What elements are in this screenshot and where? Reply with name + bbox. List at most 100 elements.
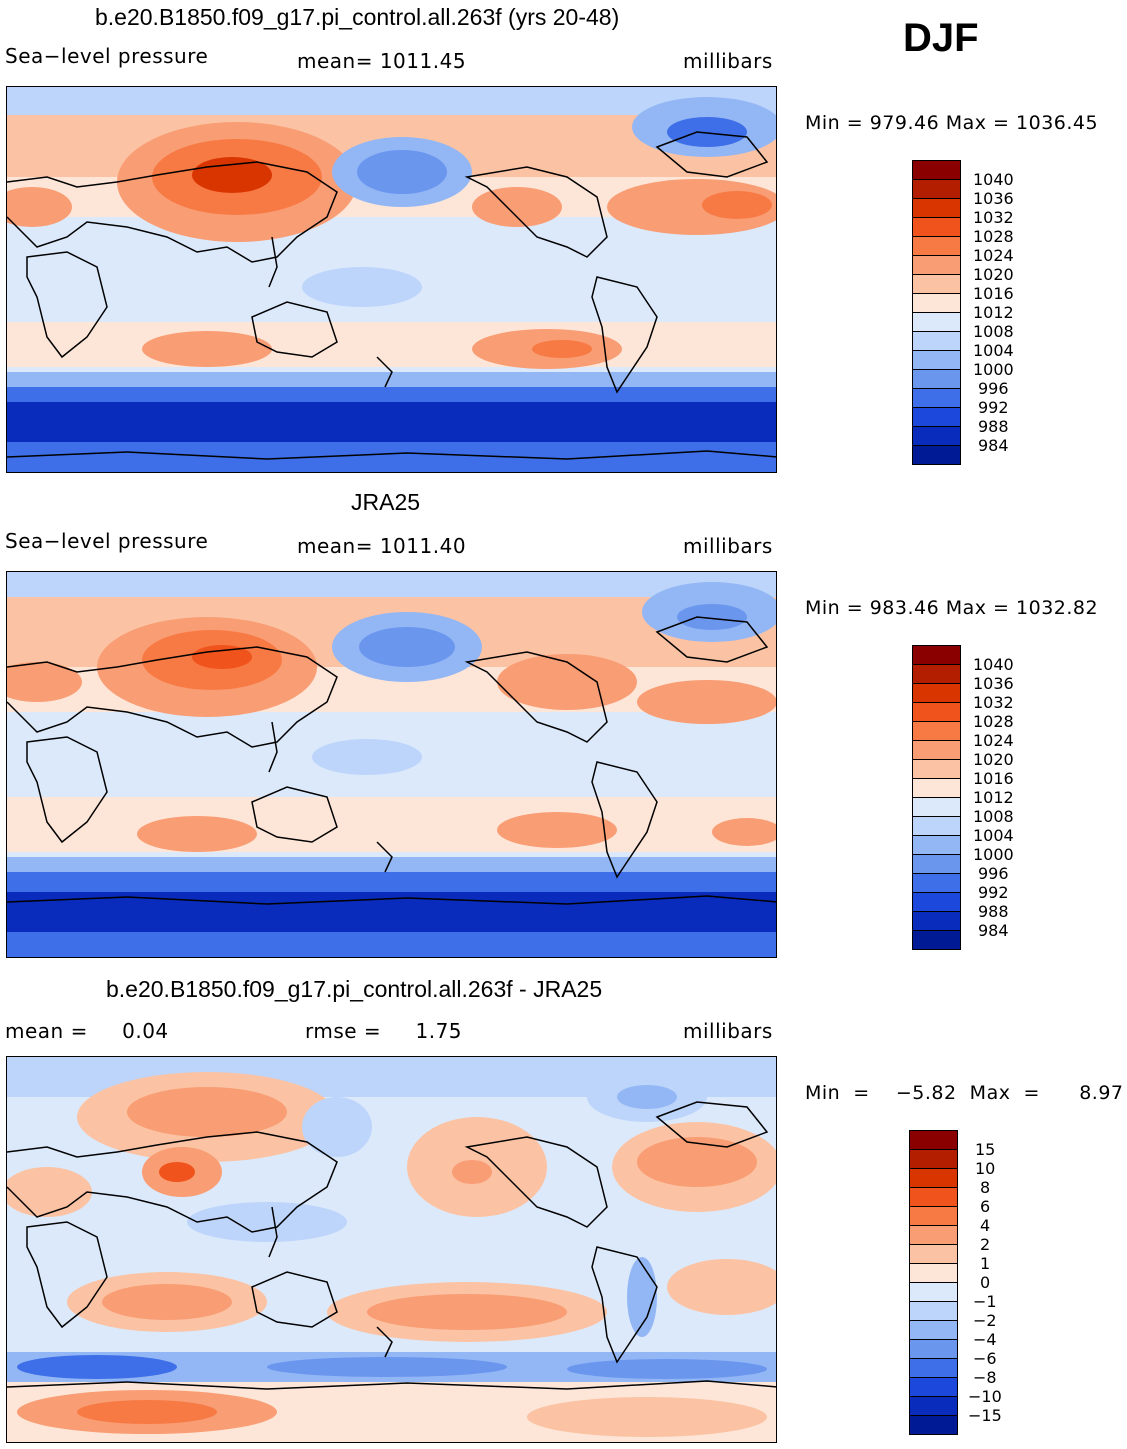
colorbar-swatch: [912, 873, 961, 893]
panel-1-map: [6, 86, 777, 473]
cb2-label: 996: [978, 864, 1009, 883]
cb1-label: 1024: [973, 246, 1014, 265]
colorbar-swatch: [912, 198, 961, 218]
colorbar-swatch: [912, 645, 961, 665]
colorbar-swatch: [909, 1244, 958, 1264]
cb1-label: 1012: [973, 303, 1014, 322]
cb1-label: 1020: [973, 265, 1014, 284]
cb3-label: −8: [973, 1368, 997, 1387]
colorbar-swatch: [912, 179, 961, 199]
colorbar-swatch: [909, 1339, 958, 1359]
cb3-label: −1: [973, 1292, 997, 1311]
cb1-label: 1016: [973, 284, 1014, 303]
pressure-field: [7, 572, 776, 957]
cb3-label: 1: [980, 1254, 991, 1273]
panel-2-colorbar: [912, 645, 962, 950]
cb2-label: 992: [978, 883, 1009, 902]
colorbar-swatch: [912, 445, 961, 465]
colorbar-swatch: [912, 911, 961, 931]
colorbar-swatch: [909, 1225, 958, 1245]
pressure-field: [7, 87, 776, 472]
cb3-label: 2: [980, 1235, 991, 1254]
cb2-label: 1020: [973, 750, 1014, 769]
cb3-label: 10: [975, 1159, 996, 1178]
colorbar-swatch: [909, 1282, 958, 1302]
colorbar-swatch: [909, 1263, 958, 1283]
colorbar-swatch: [912, 426, 961, 446]
cb3-label: −6: [973, 1349, 997, 1368]
colorbar-swatch: [912, 892, 961, 912]
panel-2-colorbar-labels: 1040 1036 1032 1028 1024 1020 1016 1012 …: [973, 655, 1033, 955]
colorbar-swatch: [912, 369, 961, 389]
coastlines: [7, 1101, 776, 1390]
colorbar-swatch: [912, 702, 961, 722]
cb3-label: −15: [968, 1406, 1002, 1425]
panel-2-mean: mean= 1011.40: [297, 534, 467, 558]
colorbar-swatch: [909, 1206, 958, 1226]
colorbar-swatch: [912, 721, 961, 741]
cb2-label: 1008: [973, 807, 1014, 826]
colorbar-swatch: [912, 664, 961, 684]
panel-3-units: millibars: [683, 1019, 773, 1043]
panel-3-colorbar-labels: 15 10 8 6 4 2 1 0 −1 −2 −4 −6 −8 −10 −15: [968, 1140, 1033, 1440]
colorbar-swatch: [912, 388, 961, 408]
colorbar-swatch: [912, 407, 961, 427]
panel-3-minmax: Min = −5.82 Max = 8.97: [805, 1082, 1124, 1104]
panel-1-minmax: Min = 979.46 Max = 1036.45: [805, 112, 1099, 134]
panel-3-colorbar: [909, 1130, 959, 1435]
panel-1-units: millibars: [683, 49, 773, 73]
colorbar-swatch: [912, 236, 961, 256]
cb1-label: 996: [978, 379, 1009, 398]
colorbar-swatch: [912, 683, 961, 703]
panel-1-title: b.e20.B1850.f09_g17.pi_control.all.263f …: [95, 4, 620, 30]
panel-2-units: millibars: [683, 534, 773, 558]
panel-3-map: [6, 1056, 777, 1443]
colorbar-swatch: [909, 1187, 958, 1207]
colorbar-swatch: [909, 1415, 958, 1435]
colorbar-swatch: [912, 293, 961, 313]
cb2-label: 1016: [973, 769, 1014, 788]
colorbar-swatch: [912, 930, 961, 950]
season-label: DJF: [903, 16, 979, 60]
colorbar-swatch: [909, 1301, 958, 1321]
cb2-label: 984: [978, 921, 1009, 940]
colorbar-swatch: [912, 740, 961, 760]
panel-3-title: b.e20.B1850.f09_g17.pi_control.all.263f …: [106, 976, 603, 1002]
panel-1-colorbar-labels: 1040 1036 1032 1028 1024 1020 1016 1012 …: [973, 170, 1033, 470]
cb3-label: 0: [980, 1273, 991, 1292]
cb1-label: 1028: [973, 227, 1014, 246]
colorbar-swatch: [912, 274, 961, 294]
cb3-label: −10: [968, 1387, 1002, 1406]
cb1-label: 1036: [973, 189, 1014, 208]
panel-2-variable: Sea−level pressure: [5, 529, 209, 553]
cb1-label: 984: [978, 436, 1009, 455]
colorbar-swatch: [909, 1396, 958, 1416]
panel-2-title: JRA25: [351, 489, 421, 515]
colorbar-swatch: [912, 312, 961, 332]
colorbar-swatch: [909, 1130, 958, 1150]
panel-1-mean: mean= 1011.45: [297, 49, 467, 73]
colorbar-swatch: [912, 854, 961, 874]
cb2-label: 1000: [973, 845, 1014, 864]
cb2-label: 988: [978, 902, 1009, 921]
colorbar-swatch: [912, 331, 961, 351]
colorbar-swatch: [912, 350, 961, 370]
colorbar-swatch: [909, 1377, 958, 1397]
cb1-label: 1040: [973, 170, 1014, 189]
cb2-label: 1012: [973, 788, 1014, 807]
cb2-label: 1040: [973, 655, 1014, 674]
cb3-label: 6: [980, 1197, 991, 1216]
panel-2-map: [6, 571, 777, 958]
colorbar-swatch: [909, 1149, 958, 1169]
panel-1-colorbar: [912, 160, 962, 465]
colorbar-swatch: [909, 1358, 958, 1378]
panel-3-rmse: rmse = 1.75: [305, 1019, 463, 1043]
cb3-label: −4: [973, 1330, 997, 1349]
panel-1-variable: Sea−level pressure: [5, 44, 209, 68]
cb1-label: 1008: [973, 322, 1014, 341]
coastlines: [7, 131, 776, 460]
difference-field: [7, 1057, 776, 1442]
cb1-label: 1032: [973, 208, 1014, 227]
cb1-label: 1004: [973, 341, 1014, 360]
cb3-label: 4: [980, 1216, 991, 1235]
